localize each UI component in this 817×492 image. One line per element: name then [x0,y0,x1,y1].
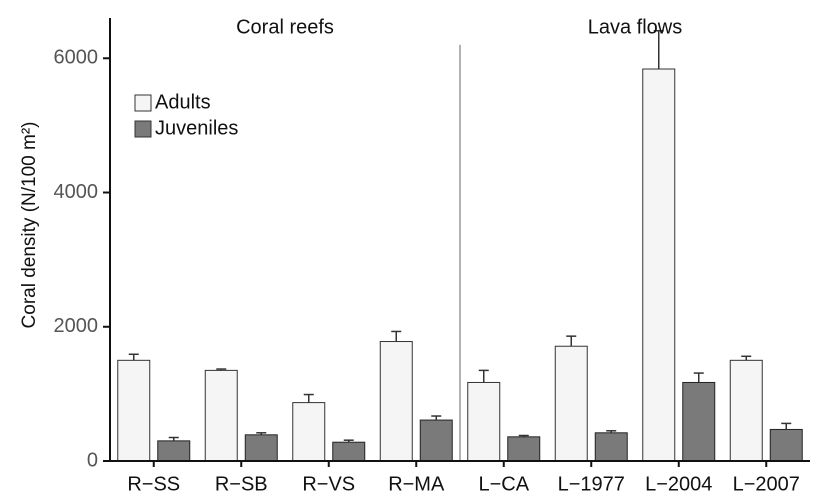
bar-adults [554,345,588,462]
bar-adults [204,369,238,462]
bar-juveniles [244,434,278,462]
y-tick-label: 4000 [54,181,99,203]
group-title: Lava flows [588,16,683,38]
y-axis-ticks: 0 2000 4000 6000 [54,47,110,471]
x-tick-label: R−VS [302,473,355,492]
bar-juveniles [157,440,191,462]
y-tick-label: 0 [87,449,98,471]
bar-juveniles [769,428,803,462]
legend-label: Juveniles [155,117,238,139]
x-tick-label: R−SS [127,473,180,492]
error-bars [128,30,792,443]
y-axis-label: Coral density (N/100 m²) [19,122,40,329]
bar-juveniles [419,419,453,462]
bar-adults [292,402,326,462]
bars [117,68,803,462]
bar-adults [117,359,151,462]
x-tick-label: L−1977 [558,473,625,492]
bar-juveniles [682,381,716,462]
bar-juveniles [332,441,366,462]
legend-swatch-adults [134,94,152,112]
bar-adults [642,68,676,462]
bar-adults [467,381,501,462]
y-tick-label: 2000 [54,315,99,337]
bar-juveniles [507,436,541,462]
legend-swatch-juveniles [134,120,152,138]
group-title: Coral reefs [236,16,334,38]
legend-label: Adults [155,91,211,113]
legend: Adults Juveniles [134,91,238,139]
x-tick-label: R−SB [215,473,268,492]
x-axis-ticks: R−SS R−SB R−VS R−MA L−CA L−1977 L−2004 L−2007 [127,461,800,492]
bar-juveniles [594,432,628,462]
y-tick-label: 6000 [54,47,99,69]
x-tick-label: L−2004 [645,473,712,492]
x-tick-label: L−2007 [733,473,800,492]
group-labels: Coral reefs Lava flows [236,16,682,38]
x-tick-label: R−MA [388,473,445,492]
bar-adults [729,359,763,462]
x-tick-label: L−CA [478,473,529,492]
bar-adults [379,341,413,462]
